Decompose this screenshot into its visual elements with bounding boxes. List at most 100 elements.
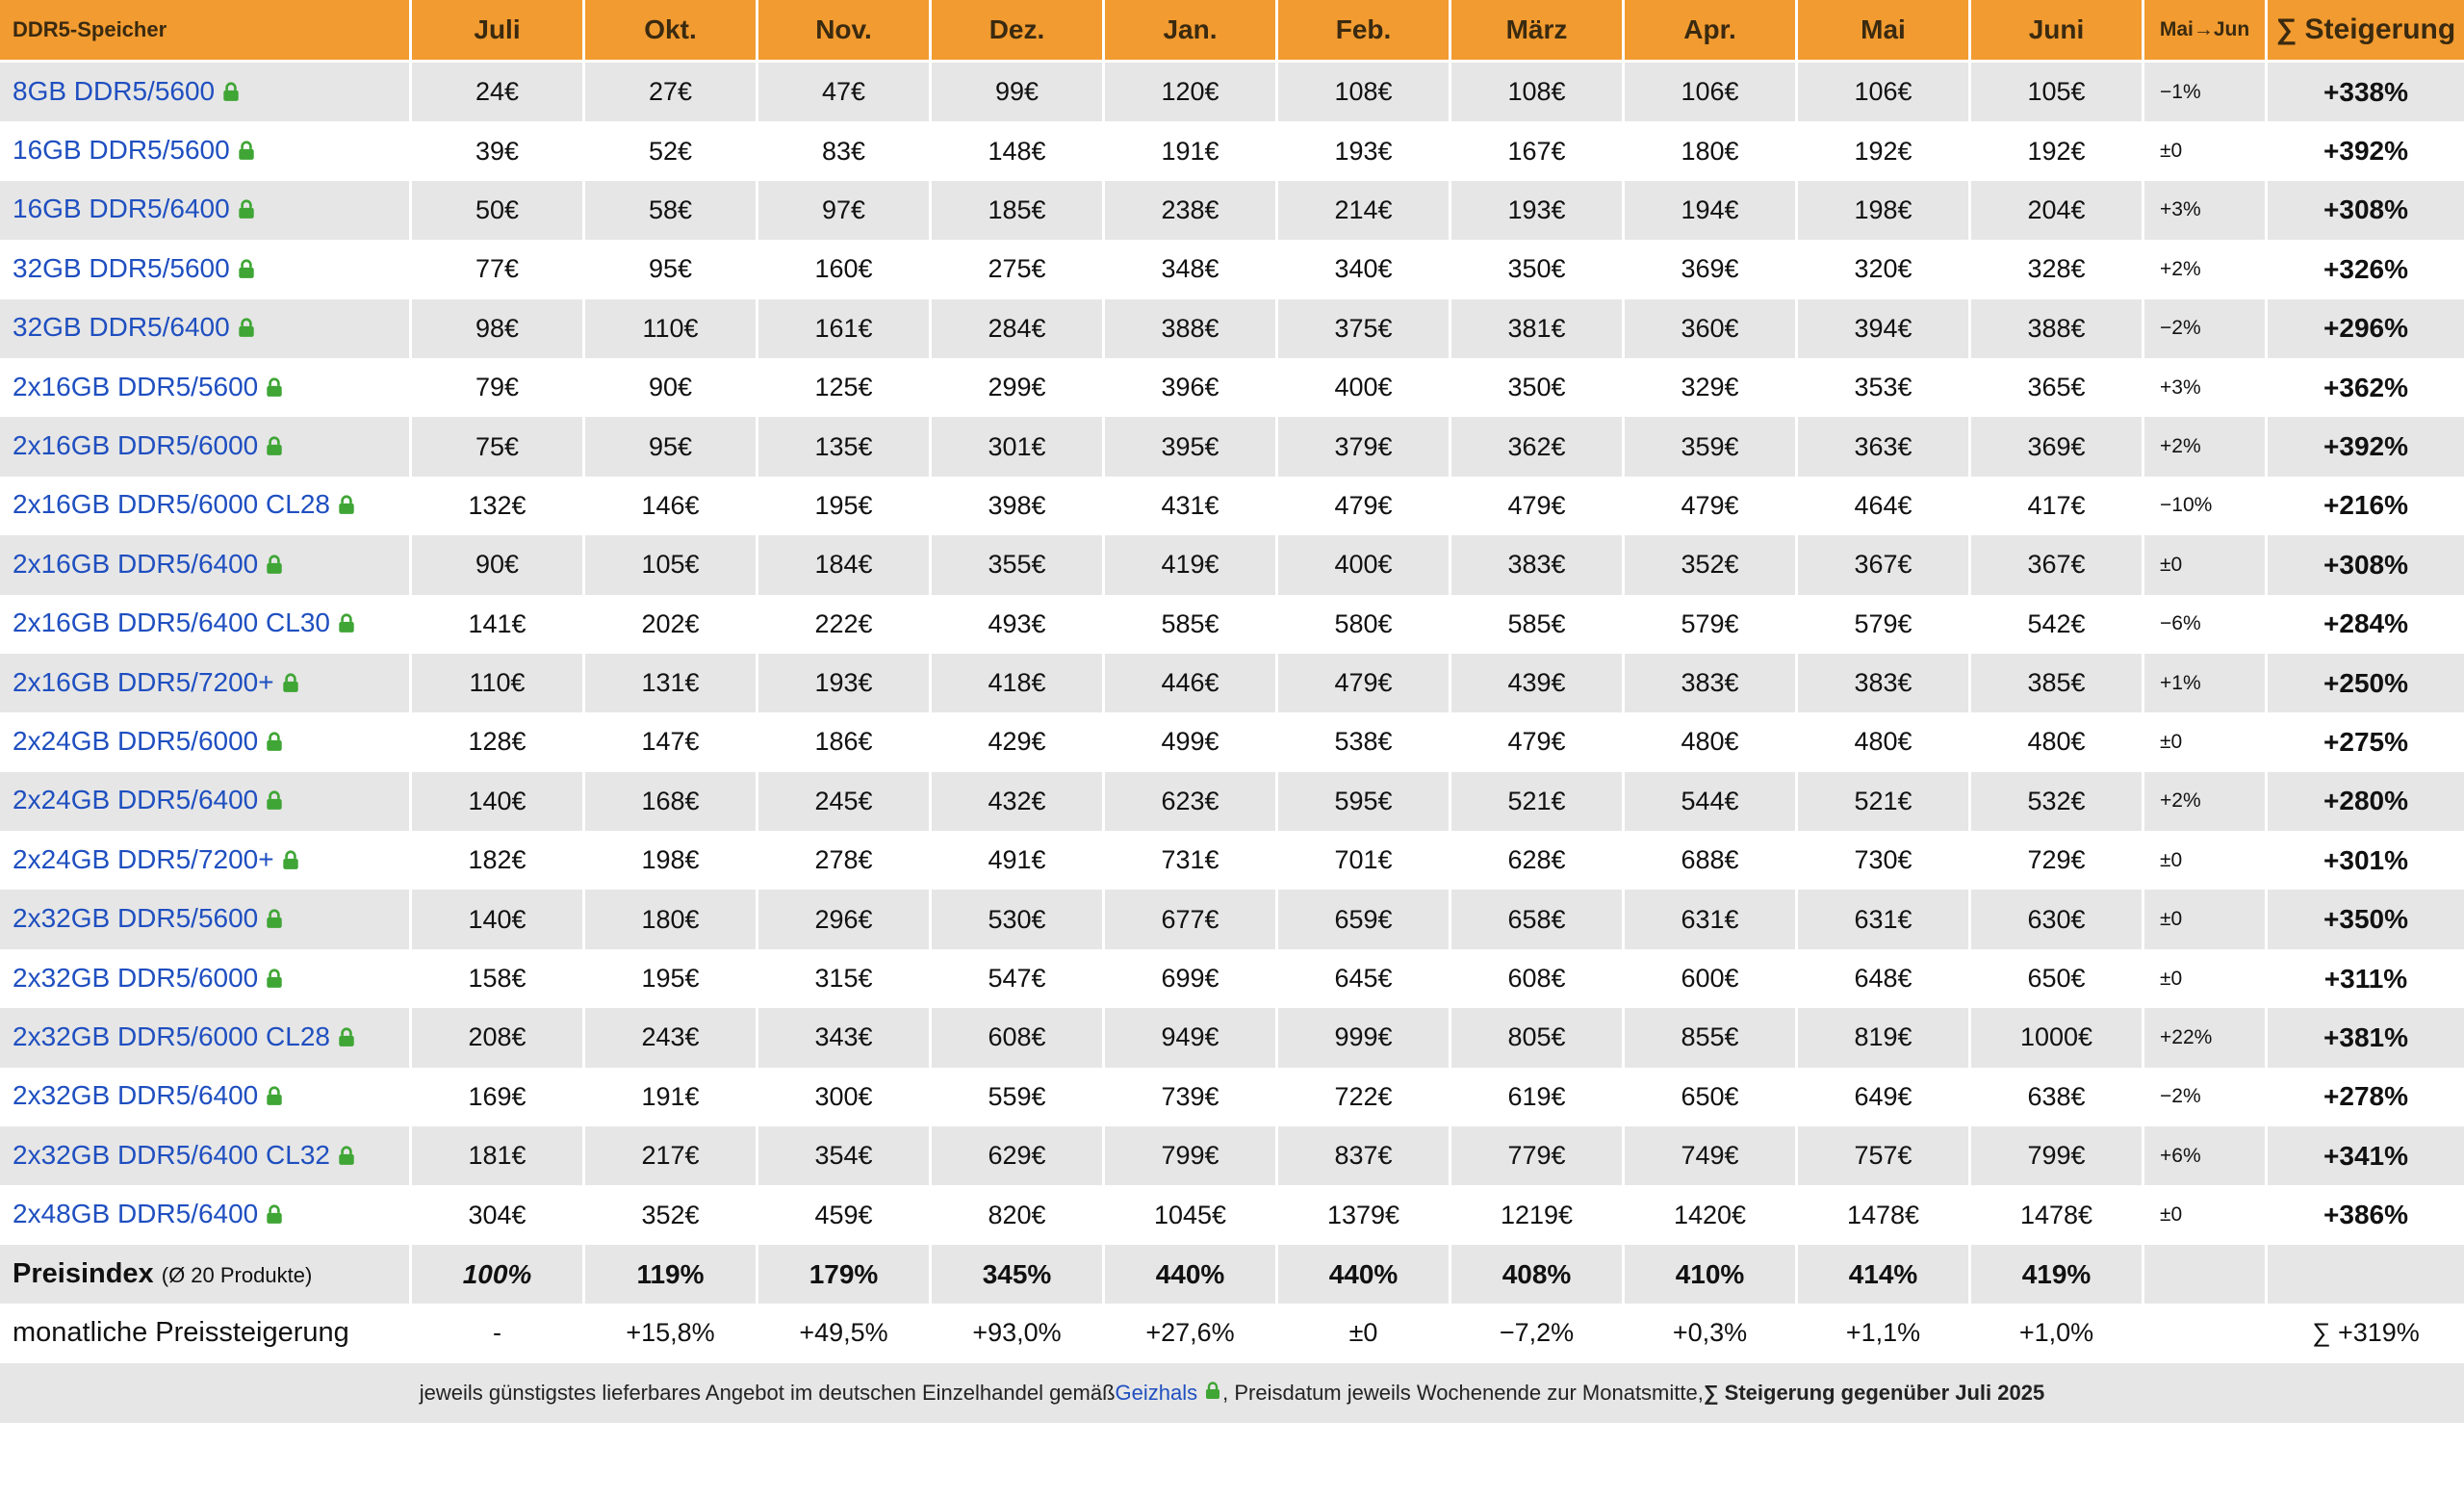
price-cell: 479€ <box>1625 476 1798 536</box>
product-link[interactable]: 2x16GB DDR5/5600 <box>13 371 259 401</box>
lock-icon <box>264 551 285 582</box>
index-sublabel: (Ø 20 Produkte) <box>161 1263 313 1287</box>
table-header: DDR5-Speicher Juli Okt. Nov. Dez. Jan. F… <box>0 0 2464 63</box>
product-link[interactable]: 2x16GB DDR5/6000 CL28 <box>13 489 330 520</box>
steigerung-cell: +392% <box>2268 121 2464 181</box>
product-name-cell[interactable]: 32GB DDR5/6400 <box>0 298 412 358</box>
product-link[interactable]: 2x48GB DDR5/6400 <box>13 1199 259 1229</box>
product-name-cell[interactable]: 2x32GB DDR5/6000 CL28 <box>0 1008 412 1068</box>
product-name-cell[interactable]: 2x32GB DDR5/5600 <box>0 890 412 949</box>
price-cell: 579€ <box>1798 594 1971 654</box>
product-link[interactable]: 2x32GB DDR5/6400 CL32 <box>13 1139 330 1170</box>
product-name-cell[interactable]: 2x24GB DDR5/6000 <box>0 712 412 772</box>
price-cell: 645€ <box>1278 948 1451 1009</box>
price-cell: 204€ <box>1971 180 2144 241</box>
product-name-cell[interactable]: 16GB DDR5/5600 <box>0 121 412 181</box>
product-name-cell[interactable]: 16GB DDR5/6400 <box>0 180 412 241</box>
monthly-value-cell: +0,3% <box>1625 1304 1798 1363</box>
product-link[interactable]: 2x24GB DDR5/6400 <box>13 785 259 815</box>
product-name-cell[interactable]: 2x32GB DDR5/6400 CL32 <box>0 1126 412 1186</box>
monthly-value-cell: +49,5% <box>758 1304 932 1363</box>
product-name-cell[interactable]: 2x24GB DDR5/7200+ <box>0 831 412 891</box>
price-cell: 97€ <box>758 180 932 241</box>
steigerung-cell: +216% <box>2268 476 2464 536</box>
price-cell: 398€ <box>932 476 1105 536</box>
header-month: Apr. <box>1625 0 1798 63</box>
price-cell: 659€ <box>1278 890 1451 949</box>
price-table: DDR5-Speicher Juli Okt. Nov. Dez. Jan. F… <box>0 0 2464 1363</box>
product-name-cell[interactable]: 2x16GB DDR5/7200+ <box>0 653 412 713</box>
price-cell: 360€ <box>1625 298 1798 358</box>
price-cell: 749€ <box>1625 1126 1798 1186</box>
price-cell: 688€ <box>1625 831 1798 891</box>
geizhals-link[interactable]: Geizhals <box>1115 1380 1198 1405</box>
product-name-cell[interactable]: 2x16GB DDR5/6400 CL30 <box>0 594 412 654</box>
product-link[interactable]: 32GB DDR5/6400 <box>13 312 230 343</box>
table-row: 2x16GB DDR5/6400 CL30 141€ 202€ 222€ 493€ 585… <box>0 594 2464 654</box>
price-cell: 83€ <box>758 121 932 181</box>
table-row: 2x48GB DDR5/6400 304€ 352€ 459€ 820€ 1045€ 137… <box>0 1185 2464 1245</box>
product-name-cell[interactable]: 2x24GB DDR5/6400 <box>0 771 412 832</box>
product-link[interactable]: 2x16GB DDR5/6000 <box>13 430 259 461</box>
table-row: 32GB DDR5/6400 98€ 110€ 161€ 284€ 388€ 375€ 381… <box>0 298 2464 358</box>
price-cell: 580€ <box>1278 594 1451 654</box>
mai-jun-cell: ±0 <box>2144 831 2268 891</box>
price-cell: 446€ <box>1105 653 1278 713</box>
table-row: 2x16GB DDR5/6000 CL28 132€ 146€ 195€ 398€ 431… <box>0 476 2464 536</box>
product-name-cell[interactable]: 2x32GB DDR5/6400 <box>0 1067 412 1127</box>
table-body: 8GB DDR5/5600 24€ 27€ 47€ 99€ 120€ 108€ 108€ 106… <box>0 63 2464 1363</box>
price-cell: 608€ <box>1451 948 1625 1009</box>
steigerung-cell: +275% <box>2268 712 2464 772</box>
price-cell: 559€ <box>932 1067 1105 1127</box>
product-name-cell[interactable]: 32GB DDR5/5600 <box>0 240 412 299</box>
index-steigerung-cell <box>2268 1244 2464 1305</box>
price-cell: 429€ <box>932 712 1105 772</box>
index-value-cell: 410% <box>1625 1244 1798 1305</box>
table-row: 16GB DDR5/6400 50€ 58€ 97€ 185€ 238€ 214€ 193€ 1… <box>0 180 2464 241</box>
product-link[interactable]: 2x16GB DDR5/7200+ <box>13 666 274 697</box>
price-cell: 95€ <box>585 240 758 299</box>
product-name-cell[interactable]: 2x48GB DDR5/6400 <box>0 1185 412 1245</box>
product-name-cell[interactable]: 2x16GB DDR5/5600 <box>0 357 412 418</box>
product-link[interactable]: 2x32GB DDR5/6000 <box>13 962 259 993</box>
price-cell: 315€ <box>758 948 932 1009</box>
product-name-cell[interactable]: 2x16GB DDR5/6400 <box>0 535 412 595</box>
price-cell: 493€ <box>932 594 1105 654</box>
product-link[interactable]: 2x24GB DDR5/6000 <box>13 725 259 756</box>
price-cell: 193€ <box>1278 121 1451 181</box>
product-name-cell[interactable]: 2x16GB DDR5/6000 CL28 <box>0 476 412 536</box>
price-cell: 479€ <box>1451 476 1625 536</box>
monthly-value-cell: +1,0% <box>1971 1304 2144 1363</box>
product-link[interactable]: 2x24GB DDR5/7200+ <box>13 843 274 874</box>
product-link[interactable]: 2x32GB DDR5/5600 <box>13 903 259 934</box>
product-name-cell[interactable]: 8GB DDR5/5600 <box>0 63 412 122</box>
price-cell: 491€ <box>932 831 1105 891</box>
price-cell: 418€ <box>932 653 1105 713</box>
price-cell: 367€ <box>1971 535 2144 595</box>
monthly-row: monatliche Preissteigerung - +15,8% +49,5% +… <box>0 1304 2464 1363</box>
product-link[interactable]: 2x32GB DDR5/6000 CL28 <box>13 1021 330 1051</box>
lock-icon <box>264 1082 285 1113</box>
lock-icon <box>336 1142 357 1173</box>
product-name-cell[interactable]: 2x16GB DDR5/6000 <box>0 417 412 477</box>
product-link[interactable]: 8GB DDR5/5600 <box>13 75 216 106</box>
product-name-cell[interactable]: 2x32GB DDR5/6000 <box>0 948 412 1009</box>
price-cell: 542€ <box>1971 594 2144 654</box>
product-link[interactable]: 2x16GB DDR5/6400 CL30 <box>13 607 330 638</box>
price-cell: 105€ <box>1971 63 2144 122</box>
product-link[interactable]: 2x32GB DDR5/6400 <box>13 1080 259 1111</box>
price-cell: 375€ <box>1278 298 1451 358</box>
product-link[interactable]: 16GB DDR5/6400 <box>13 194 230 224</box>
product-link[interactable]: 32GB DDR5/5600 <box>13 252 230 283</box>
index-value-cell: 345% <box>932 1244 1105 1305</box>
mai-jun-cell: −2% <box>2144 298 2268 358</box>
price-cell: 184€ <box>758 535 932 595</box>
product-link[interactable]: 2x16GB DDR5/6400 <box>13 548 259 579</box>
price-cell: 363€ <box>1798 417 1971 477</box>
price-cell: 195€ <box>758 476 932 536</box>
product-link[interactable]: 16GB DDR5/5600 <box>13 135 230 166</box>
price-cell: 202€ <box>585 594 758 654</box>
footer-bold: ∑ Steigerung gegenüber Juli 2025 <box>1703 1380 2045 1405</box>
price-cell: 480€ <box>1625 712 1798 772</box>
price-cell: 400€ <box>1278 357 1451 418</box>
